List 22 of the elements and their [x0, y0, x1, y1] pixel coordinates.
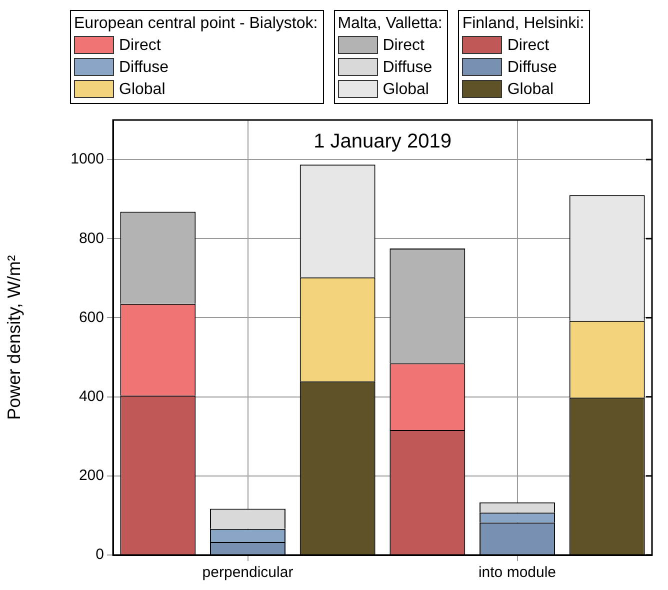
- text: Malta, Valletta:: [338, 15, 442, 32]
- y-tick-label: 400: [78, 388, 104, 405]
- legend-label: Diffuse: [119, 58, 169, 78]
- y-tick-label: 600: [78, 308, 104, 326]
- legend-label: Diffuse: [382, 58, 432, 78]
- y-tick-label: 0: [96, 546, 104, 564]
- text: European central point - Bialystok:: [74, 15, 318, 32]
- text: 1 January 2019: [314, 130, 452, 153]
- x-tick-label: perpendicular: [202, 564, 294, 582]
- legend-label: Direct: [507, 36, 550, 56]
- legend-label: Global: [507, 80, 554, 100]
- y-tick-label: 1000: [70, 150, 104, 168]
- legend-label: Direct: [382, 36, 424, 56]
- y-tick-label: 800: [78, 230, 104, 247]
- legend-label: Global: [119, 80, 166, 100]
- legend-label: Direct: [119, 36, 161, 56]
- y-tick-label: 200: [78, 467, 104, 484]
- legend-label: Diffuse: [507, 58, 557, 78]
- text: Finland, Helsinki:: [462, 15, 584, 32]
- x-tick-label: into module: [478, 564, 556, 582]
- legend-label: Global: [382, 80, 429, 100]
- y-axis-title: Power density, W/m²: [4, 255, 24, 420]
